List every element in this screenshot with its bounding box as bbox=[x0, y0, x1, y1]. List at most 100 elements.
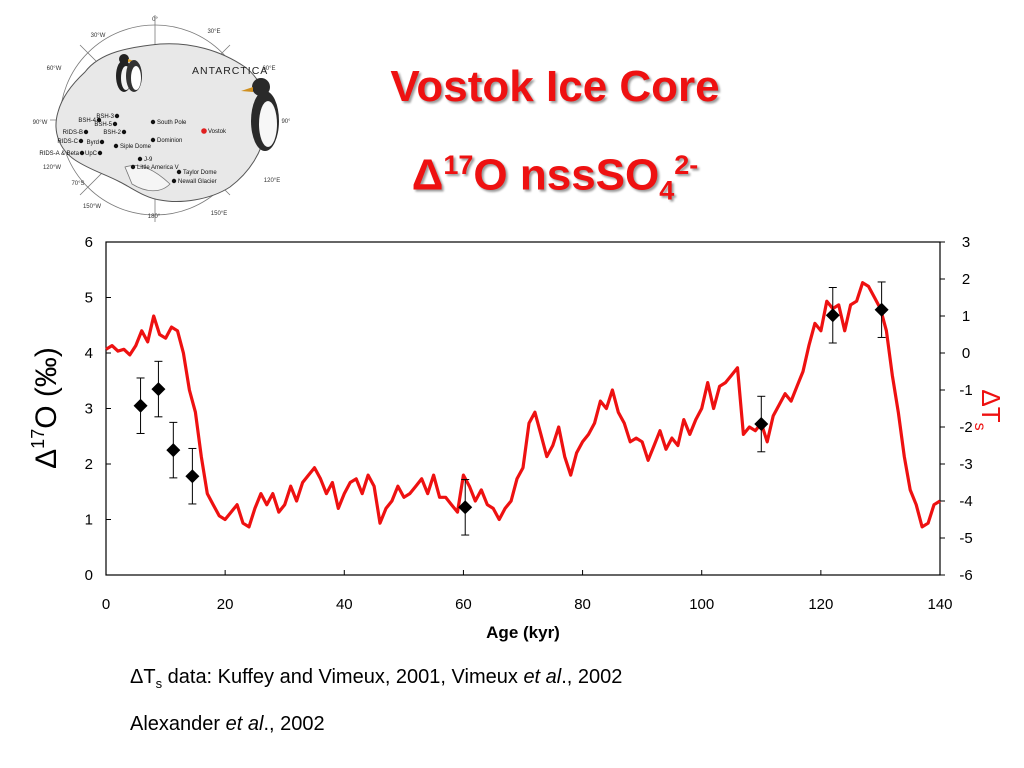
map-site-label: UpC bbox=[85, 151, 98, 157]
y-right-tick-label: -4 bbox=[959, 493, 972, 510]
map-site-marker bbox=[99, 139, 105, 145]
y-axis-right-label: ΔTs bbox=[971, 389, 1006, 430]
map-site-label: RIDS-B bbox=[63, 130, 83, 136]
caption-sub: s bbox=[155, 676, 163, 691]
slide-subtitle: Δ17O nssSO42- bbox=[340, 150, 770, 206]
map-site-label: Taylor Dome bbox=[183, 170, 217, 176]
y-right-tick-label: -1 bbox=[959, 382, 972, 399]
d17o-diamond-marker bbox=[874, 302, 889, 317]
caption-italic-1: et al bbox=[523, 666, 562, 688]
y-left-sup: 17 bbox=[28, 429, 48, 449]
penguin-left-icon bbox=[116, 54, 142, 92]
axis-ticks: 0 20 40 60 80 100 120 140 0 1 2 3 4 5 6 -6 -5 -4 -3 -2 -1 0 1 2… bbox=[85, 234, 973, 613]
d17o-series bbox=[133, 281, 889, 536]
map-longitude-labels: 0° 30°E 60°E 90°E 120°E 150°E 180° 150°W 120°W 90… bbox=[33, 17, 290, 220]
map-site-marker bbox=[79, 150, 85, 156]
temperature-series bbox=[105, 281, 941, 529]
x-tick-label: 120 bbox=[808, 596, 833, 613]
x-axis-label: Age (kyr) bbox=[486, 623, 560, 642]
y-right-sub: s bbox=[971, 423, 988, 431]
slide-title: Vostok Ice Core bbox=[390, 62, 720, 111]
map-longitude-label: 90°W bbox=[33, 120, 48, 126]
y-left-tick-label: 6 bbox=[85, 234, 93, 251]
map-longitude-label: 30°E bbox=[207, 29, 220, 35]
y-right-tick-label: 3 bbox=[962, 234, 970, 251]
map-site-label: RIDS-A & Beta bbox=[39, 151, 79, 157]
map-site-marker bbox=[113, 143, 119, 149]
map-site-label: BSH-5 bbox=[94, 122, 112, 128]
map-site-marker bbox=[137, 156, 143, 162]
caption-d17o-source: Alexander et al., 2002 bbox=[130, 713, 325, 736]
subtitle-delta: Δ bbox=[411, 150, 444, 200]
y-right-delta: Δ bbox=[976, 389, 1006, 406]
map-longitude-label: 150°W bbox=[83, 204, 101, 210]
caption-end-2: ., 2002 bbox=[263, 713, 325, 735]
penguin-right-icon bbox=[241, 78, 279, 151]
map-site-marker bbox=[150, 119, 156, 125]
antarctica-map: ANTARCTICA 0° 30°E 60°E 90°E 120°E 150°E 180° 1… bbox=[33, 15, 290, 222]
map-longitude-label: 180° bbox=[148, 214, 161, 220]
y-left-rest: O (‰) bbox=[30, 347, 63, 429]
y-left-tick-label: 0 bbox=[85, 567, 93, 584]
y-left-tick-label: 3 bbox=[85, 401, 93, 418]
map-site-marker bbox=[176, 169, 182, 175]
temperature-line bbox=[105, 281, 941, 529]
map-site-label: South Pole bbox=[157, 120, 187, 126]
y-right-tick-label: -5 bbox=[959, 530, 972, 547]
map-site-marker bbox=[96, 117, 102, 123]
y-left-tick-label: 4 bbox=[85, 345, 93, 362]
map-longitude-label: 90°E bbox=[281, 119, 290, 125]
caption-delta: Δ bbox=[130, 666, 144, 688]
d17o-diamond-marker bbox=[185, 469, 200, 484]
y-right-tick-label: 1 bbox=[962, 308, 970, 325]
map-longitude-label: 30°W bbox=[91, 33, 106, 39]
map-site-marker bbox=[150, 137, 156, 143]
map-site-marker bbox=[201, 128, 207, 134]
d17o-diamond-marker bbox=[754, 417, 769, 432]
plot-frame bbox=[105, 241, 941, 576]
map-latitude-label: 70°S bbox=[71, 181, 84, 187]
x-tick-label: 0 bbox=[102, 596, 110, 613]
x-tick-label: 80 bbox=[574, 596, 591, 613]
map-longitude-label: 120°W bbox=[43, 165, 61, 171]
x-tick-label: 100 bbox=[689, 596, 714, 613]
map-site-label: Siple Dome bbox=[120, 144, 152, 150]
map-longitude-label: 60°W bbox=[47, 66, 62, 72]
map-site-marker bbox=[83, 129, 89, 135]
y-left-delta: Δ bbox=[30, 449, 63, 469]
map-site-marker bbox=[121, 129, 127, 135]
d17o-diamond-marker bbox=[151, 382, 166, 397]
y-left-tick-label: 5 bbox=[85, 290, 93, 307]
map-site-label: BSH-3 bbox=[96, 114, 114, 120]
caption-end-1: ., 2002 bbox=[561, 666, 623, 688]
map-site-marker bbox=[130, 164, 136, 170]
map-site-marker bbox=[114, 113, 120, 119]
svg-text:ΔTs: ΔTs bbox=[971, 389, 1006, 430]
map-site-label: Newall Glacier bbox=[178, 179, 217, 185]
x-tick-label: 20 bbox=[217, 596, 234, 613]
map-longitude-label: 120°E bbox=[264, 178, 280, 184]
plot-area-border bbox=[105, 241, 941, 576]
map-site-label: J-9 bbox=[144, 157, 153, 163]
x-tick-label: 60 bbox=[455, 596, 472, 613]
caption-italic-2: et al bbox=[225, 713, 264, 735]
subtitle-species: O nssSO bbox=[473, 150, 660, 200]
map-site-label: Dominion bbox=[157, 138, 182, 144]
map-site-label: Vostok bbox=[208, 129, 227, 135]
antarctica-landmass bbox=[55, 43, 268, 202]
caption-text-2: Alexander bbox=[130, 713, 226, 735]
subtitle-isotope-sup: 17 bbox=[443, 150, 474, 180]
y-right-tick-label: 2 bbox=[962, 271, 970, 288]
d17o-diamond-marker bbox=[458, 500, 473, 515]
d17o-diamond-marker bbox=[166, 443, 181, 458]
caption-temperature-source: ΔTs data: Kuffey and Vimeux, 2001, Vimeu… bbox=[130, 666, 622, 691]
map-longitude-label: 0° bbox=[152, 17, 158, 23]
x-tick-label: 40 bbox=[336, 596, 353, 613]
y-right-tick-label: -3 bbox=[959, 456, 972, 473]
map-site-marker bbox=[112, 121, 118, 127]
map-site-marker bbox=[97, 150, 103, 156]
map-site-label: RIDS-C bbox=[57, 139, 78, 145]
map-site-marker bbox=[78, 138, 84, 144]
